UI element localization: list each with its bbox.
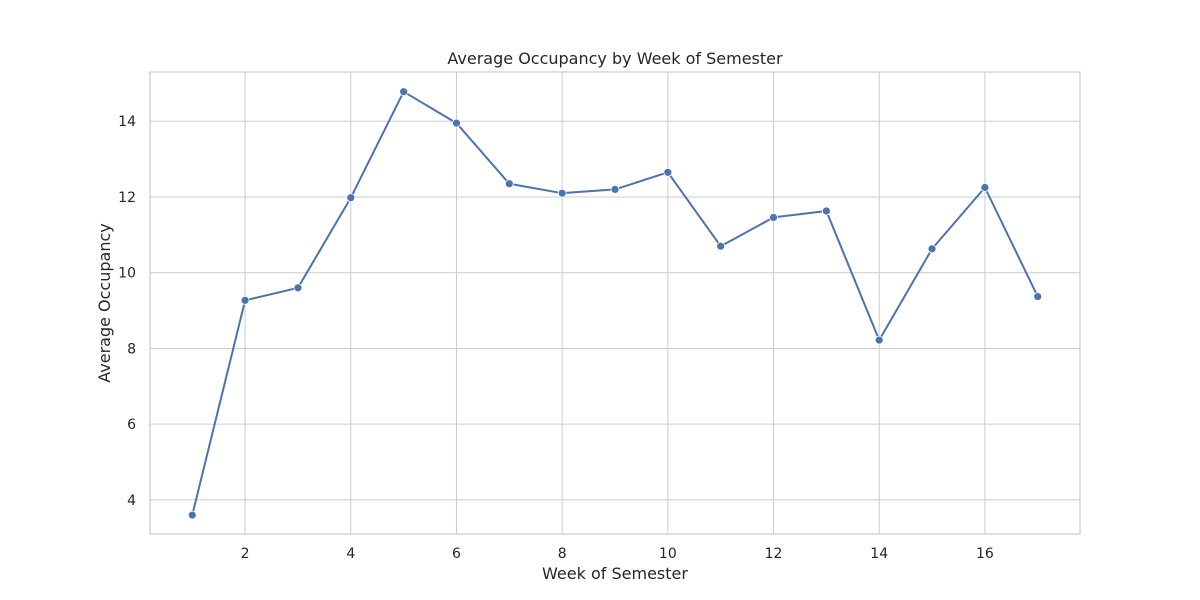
y-axis-label: Average Occupancy bbox=[95, 223, 114, 382]
plot-frame bbox=[150, 72, 1080, 534]
data-point bbox=[294, 284, 302, 292]
x-axis-label: Week of Semester bbox=[542, 564, 688, 583]
x-tick-label: 16 bbox=[976, 546, 994, 562]
series-line bbox=[192, 92, 1037, 515]
x-axis-ticks: 2 4 6 8 10 12 14 16 bbox=[241, 546, 994, 562]
chart-title: Average Occupancy by Week of Semester bbox=[447, 49, 783, 68]
data-point bbox=[822, 207, 830, 215]
y-axis-ticks: 4 6 8 10 12 14 bbox=[118, 114, 136, 509]
y-tick-label: 6 bbox=[127, 417, 136, 433]
y-tick-label: 8 bbox=[127, 341, 136, 357]
y-tick-label: 10 bbox=[118, 266, 136, 282]
data-point bbox=[611, 185, 619, 193]
grid bbox=[150, 72, 1080, 534]
data-point bbox=[928, 245, 936, 253]
data-point bbox=[1034, 293, 1042, 301]
x-tick-label: 6 bbox=[452, 546, 461, 562]
data-point bbox=[505, 180, 513, 188]
x-tick-label: 4 bbox=[346, 546, 355, 562]
data-point bbox=[770, 213, 778, 221]
x-tick-label: 12 bbox=[765, 546, 783, 562]
data-point bbox=[558, 189, 566, 197]
y-tick-label: 14 bbox=[118, 114, 136, 130]
data-point bbox=[717, 242, 725, 250]
data-point bbox=[347, 194, 355, 202]
x-tick-label: 10 bbox=[659, 546, 677, 562]
x-tick-label: 8 bbox=[558, 546, 567, 562]
data-point bbox=[875, 336, 883, 344]
x-tick-label: 14 bbox=[870, 546, 888, 562]
data-point bbox=[452, 119, 460, 127]
x-tick-label: 2 bbox=[241, 546, 250, 562]
series bbox=[188, 88, 1041, 519]
data-point bbox=[188, 511, 196, 519]
data-point bbox=[981, 184, 989, 192]
data-point bbox=[241, 296, 249, 304]
y-tick-label: 12 bbox=[118, 190, 136, 206]
data-point bbox=[664, 168, 672, 176]
y-tick-label: 4 bbox=[127, 493, 136, 509]
data-point bbox=[400, 88, 408, 96]
